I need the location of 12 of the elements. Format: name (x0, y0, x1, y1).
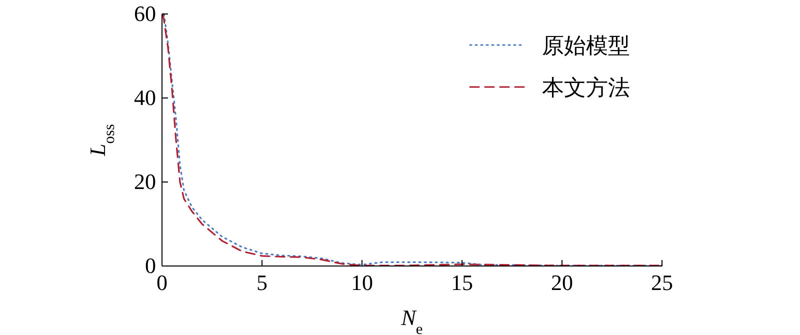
x-tick-label: 15 (451, 270, 473, 295)
x-axis-title: N$_{e}$ (400, 305, 423, 335)
y-tick-label: 20 (134, 169, 156, 194)
x-tick-label: 5 (256, 270, 268, 295)
x-tick-label: 20 (551, 270, 573, 295)
legend-label: 原始模型 (542, 33, 630, 58)
y-tick-label: 40 (134, 85, 156, 110)
x-tick-label: 10 (351, 270, 373, 295)
x-tick-label: 25 (651, 270, 673, 295)
y-tick-label: 0 (145, 253, 156, 278)
y-tick-label: 60 (134, 1, 156, 26)
legend-label: 本文方法 (542, 75, 630, 100)
